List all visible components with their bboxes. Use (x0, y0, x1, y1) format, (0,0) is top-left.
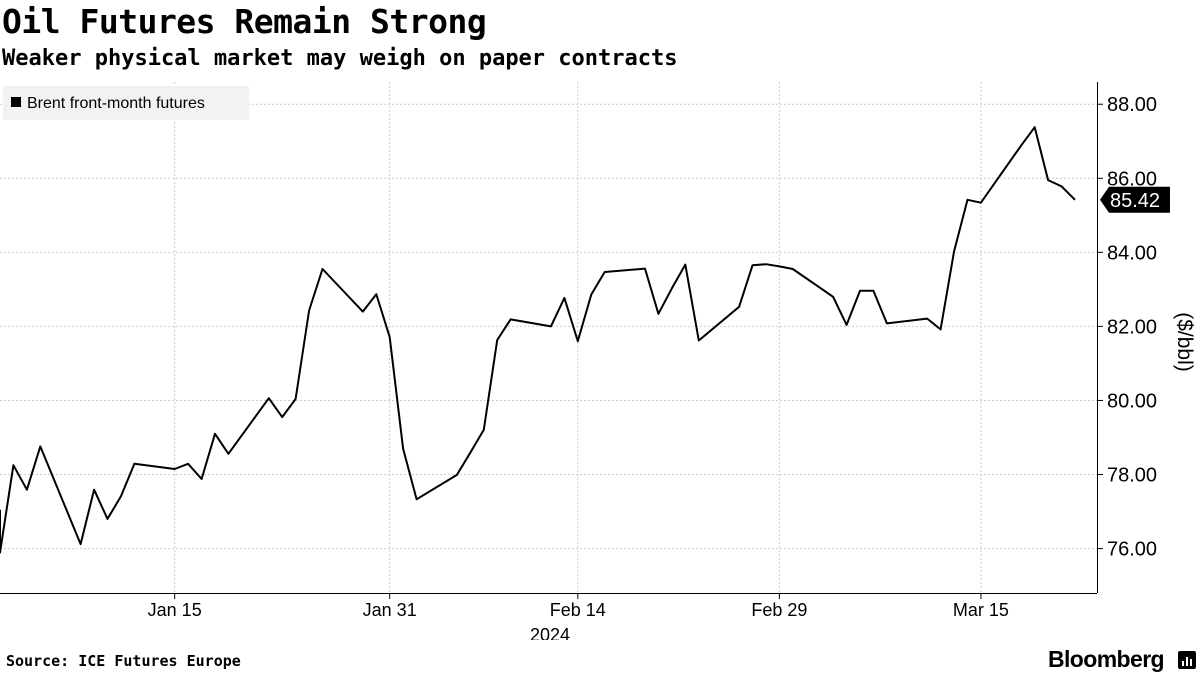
y-tick-label-2: 80.00 (1107, 390, 1157, 412)
x-tick-label-0: Jan 15 (148, 600, 202, 620)
last-value-label-background (1100, 186, 1170, 213)
line-chart: Brent front-month futures Jan 15 Jan 31 Fe… (0, 82, 1196, 640)
x-tick-label-2: Feb 14 (550, 600, 606, 620)
x-tick-label-1: Jan 31 (363, 600, 417, 620)
chart-subtitle: Weaker physical market may weigh on pape… (2, 46, 678, 71)
axes (0, 82, 1098, 594)
legend-swatch (11, 97, 21, 107)
bloomberg-logo: Bloomberg (1048, 646, 1165, 672)
y-tick-label-6: 88.00 (1107, 94, 1157, 116)
grid (0, 82, 1097, 593)
y-tick-label-5: 86.00 (1107, 168, 1157, 190)
x-tick-label-4: Mar 15 (953, 600, 1009, 620)
y-tick-label-3: 82.00 (1107, 316, 1157, 338)
x-axis-label: 2024 (530, 625, 570, 640)
series-line-brent-front-month-futures (0, 126, 1076, 554)
x-axis-ticks: Jan 15 Jan 31 Feb 14 Feb 29 Mar 15 (148, 593, 1009, 620)
y-tick-label-0: 76.00 (1107, 539, 1157, 561)
y-tick-label-4: 84.00 (1107, 242, 1157, 264)
legend: Brent front-month futures (3, 86, 249, 120)
legend-label: Brent front-month futures (27, 95, 205, 112)
bloomberg-terminal-icon (1178, 651, 1196, 669)
y-axis-label: ($/bbl) (1173, 312, 1196, 372)
x-tick-label-3: Feb 29 (751, 600, 807, 620)
y-axis-ticks: 76.00 78.00 80.00 82.00 84.00 86.00 88.00 (1097, 94, 1157, 561)
last-value-label-text: 85.42 (1110, 190, 1160, 212)
y-tick-label-1: 78.00 (1107, 465, 1157, 487)
chart-title: Oil Futures Remain Strong (2, 2, 487, 41)
source-note: Source: ICE Futures Europe (6, 652, 241, 670)
legend-background (3, 86, 249, 120)
last-value-label: 85.42 (1100, 186, 1170, 213)
